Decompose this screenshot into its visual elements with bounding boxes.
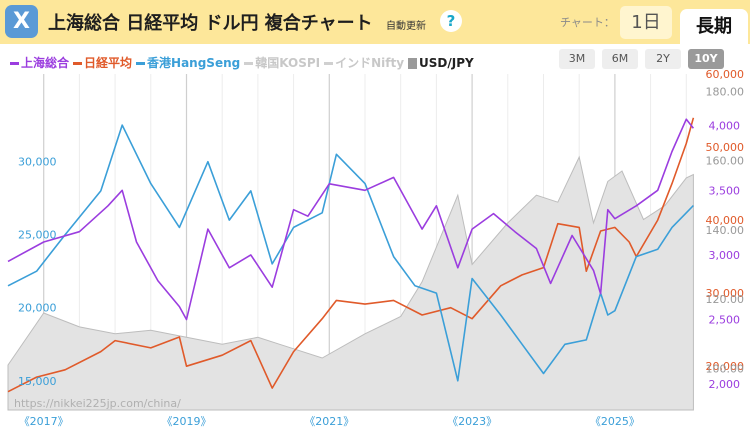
x-tick-label: 《2019》: [161, 415, 211, 428]
x-tick-label: 《2021》: [304, 415, 354, 428]
help-icon[interactable]: ?: [440, 10, 462, 32]
page-title: 上海総合 日経平均 ドル円 複合チャート: [48, 13, 373, 34]
right-axis-tick: 4,000: [709, 120, 741, 133]
legend-item[interactable]: 韓国KOSPI: [244, 54, 320, 71]
right-axis-tick: 20,000: [706, 360, 745, 373]
legend-item[interactable]: 日経平均: [73, 54, 132, 71]
legend-item[interactable]: インドNifty: [324, 54, 404, 71]
series-layer: [7, 117, 695, 411]
x-tick-label: 《2023》: [447, 415, 497, 428]
legend-line-marker: [10, 62, 19, 65]
tab-1day[interactable]: 1日: [620, 6, 672, 39]
right-axis-tick: 100.00: [706, 362, 745, 375]
legend-line-marker: [136, 62, 146, 65]
right-axis-tick: 50,000: [706, 141, 745, 154]
right-axis-tick: 40,000: [706, 214, 745, 227]
chart-legend: 上海総合 日経平均 香港HangSeng 韓国KOSPI インドNifty USD/JPY: [10, 52, 478, 72]
legend-line-marker: [244, 62, 254, 65]
auto-update-label[interactable]: 自動更新: [386, 21, 426, 32]
right-axis-tick: 160.00: [706, 155, 745, 168]
right-axis-tick: 3,500: [709, 184, 741, 197]
legend-label: 香港HangSeng: [147, 56, 241, 70]
right-axis-tick: 120.00: [706, 293, 745, 306]
legend-line-marker: [324, 62, 334, 65]
right-axis-tick: 140.00: [706, 224, 745, 237]
legend-box-marker: [408, 57, 418, 69]
right-axis-tick: 2,500: [709, 314, 741, 327]
series-line-2: [7, 124, 694, 382]
legend-label: 韓国KOSPI: [255, 56, 321, 70]
legend-line-marker: [73, 62, 83, 65]
right-axis-tick: 180.00: [706, 85, 745, 98]
x-share-icon[interactable]: X: [5, 5, 38, 38]
watermark-url: https://nikkei225jp.com/china/: [14, 397, 181, 410]
chart-type-label: チャート：: [560, 16, 615, 29]
range-button-2y[interactable]: 2Y: [645, 49, 681, 69]
range-button-10y[interactable]: 10Y: [688, 49, 724, 69]
legend-label: インドNifty: [335, 56, 405, 70]
right-axis-tick: 3,000: [709, 249, 741, 262]
right-axis-tick: 30,000: [706, 287, 745, 300]
range-buttons: 3M 6M 2Y 10Y: [552, 47, 724, 69]
x-tick-label: 《2025》: [590, 415, 640, 428]
series-usdjpy-area: [7, 155, 694, 411]
range-button-6m[interactable]: 6M: [602, 49, 638, 69]
series-line-0: [7, 118, 695, 321]
legend-item[interactable]: 香港HangSeng: [136, 54, 240, 71]
legend-label: 日経平均: [84, 56, 133, 70]
left-axis-tick: 30,000: [18, 156, 57, 169]
legend-item[interactable]: USD/JPY: [408, 56, 474, 70]
axis-layer: 《2017》 《2019》 《2021》 《2023》 《2025》 15,000 20,0…: [18, 68, 744, 428]
left-axis-tick: 25,000: [18, 229, 57, 242]
legend-label: 上海総合: [21, 56, 70, 70]
range-button-3m[interactable]: 3M: [559, 49, 595, 69]
left-axis-tick: 15,000: [18, 375, 57, 388]
legend-item[interactable]: 上海総合: [10, 54, 69, 71]
x-tick-label: 《2017》: [19, 415, 69, 428]
legend-label: USD/JPY: [419, 55, 474, 70]
right-axis-tick: 60,000: [706, 68, 745, 81]
tab-long-term[interactable]: 長期: [680, 9, 748, 44]
right-axis-tick: 2,000: [709, 378, 741, 391]
left-axis-tick: 20,000: [18, 302, 57, 315]
header-bar: X 上海総合 日経平均 ドル円 複合チャート 自動更新 ? チャート： 1日 長…: [0, 0, 750, 44]
series-line-1: [7, 117, 695, 393]
